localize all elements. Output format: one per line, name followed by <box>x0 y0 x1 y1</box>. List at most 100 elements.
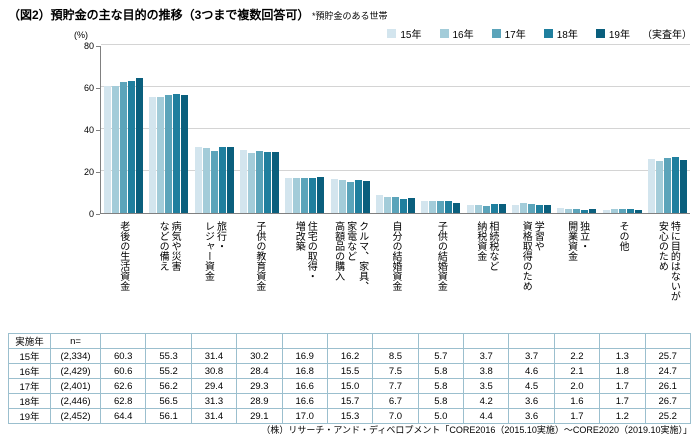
table-header-empty-cell <box>372 333 419 349</box>
legend-item: 19年 <box>595 26 630 41</box>
category-label-text: 住宅の取得・ 増改築 <box>293 221 317 281</box>
table-value-cell: 62.6 <box>99 378 147 394</box>
table-value-cell: 16.8 <box>281 363 328 379</box>
bar-group <box>373 46 418 213</box>
legend-item: 17年 <box>491 26 526 41</box>
table-year-cell: 15年 <box>8 348 51 364</box>
bar-16年 <box>610 209 618 213</box>
table-value-cell: 60.6 <box>99 363 147 379</box>
bar-17年 <box>210 151 218 213</box>
category-label-text: 自分の結婚資金 <box>390 221 402 291</box>
table-value-cell: 55.2 <box>145 363 192 379</box>
table-value-cell: 1.2 <box>599 408 646 424</box>
table-value-cell: 1.7 <box>599 393 646 409</box>
gridline <box>101 170 690 171</box>
category-label-text: 老後の生活資金 <box>117 221 129 291</box>
table-value-cell: 4.2 <box>462 393 510 409</box>
bar-16年 <box>202 148 210 213</box>
source-credit: （株）リサーチ・アンド・ディベロプメント「CORE2016（2015.10実施）… <box>261 425 692 435</box>
bar-15年 <box>466 205 474 213</box>
table-value-cell: 15.7 <box>326 393 374 409</box>
table-value-cell: 31.4 <box>190 348 238 364</box>
y-tick-mark <box>96 88 100 89</box>
legend-year-label: 17年 <box>504 30 526 41</box>
table-year-cell: 19年 <box>8 408 51 424</box>
bar-15年 <box>285 177 293 213</box>
bar-19年 <box>679 160 687 213</box>
bar-19年 <box>498 203 506 213</box>
category-label: 相続税など 納税資金 <box>463 219 508 330</box>
table-value-cell: 31.3 <box>190 393 238 409</box>
bar-17年 <box>301 178 309 213</box>
table-header-empty-cell <box>417 333 465 349</box>
table-value-cell: 2.0 <box>553 378 601 394</box>
category-label-text: 子供の結婚資金 <box>435 221 447 291</box>
bar-19年 <box>408 198 416 213</box>
table-year-cell: 16年 <box>8 363 51 379</box>
y-tick-label: 80 <box>83 41 94 51</box>
bar-18年 <box>581 209 589 213</box>
table-value-cell: 29.3 <box>236 378 283 394</box>
bar-18年 <box>445 200 453 213</box>
bar-15年 <box>602 210 610 213</box>
table-value-cell: 16.9 <box>281 348 328 364</box>
table-value-cell: 15.5 <box>326 363 374 379</box>
table-value-cell: 15.3 <box>326 408 374 424</box>
category-label: 独立・ 開業資金 <box>554 219 599 330</box>
table-value-cell: 16.2 <box>326 348 374 364</box>
table-value-cell: 8.5 <box>372 348 419 364</box>
bar-16年 <box>248 153 256 213</box>
table-value-cell: 7.7 <box>372 378 419 394</box>
table-value-cell: 4.4 <box>462 408 510 424</box>
legend-year-label: 18年 <box>556 30 578 41</box>
table-n-cell: (2,401) <box>50 378 101 394</box>
legend-swatch-icon <box>387 29 397 38</box>
bar-group <box>418 46 463 213</box>
table-value-cell: 16.6 <box>281 393 328 409</box>
bar-group <box>464 46 509 213</box>
bar-15年 <box>421 201 429 213</box>
y-tick-mark <box>96 172 100 173</box>
legend-item: 18年 <box>543 26 578 41</box>
bar-18年 <box>354 180 362 213</box>
table-value-cell: 62.8 <box>99 393 147 409</box>
category-label: 老後の生活資金 <box>100 219 145 330</box>
bar-group <box>101 46 146 213</box>
table-value-cell: 56.1 <box>145 408 192 424</box>
legend-item: 16年 <box>439 26 474 41</box>
category-label: 自分の結婚資金 <box>372 219 417 330</box>
category-label: 病気や災害 などの備え <box>145 219 190 330</box>
bar-16年 <box>338 180 346 213</box>
bar-17年 <box>573 208 581 213</box>
table-value-cell: 56.2 <box>145 378 192 394</box>
table-value-cell: 25.7 <box>644 348 691 364</box>
bar-18年 <box>218 147 226 213</box>
table-value-cell: 24.7 <box>644 363 691 379</box>
bar-19年 <box>226 147 234 213</box>
bar-17年 <box>256 151 264 213</box>
table-value-cell: 60.3 <box>99 348 147 364</box>
bar-18年 <box>264 152 272 213</box>
table-row: 17年 (2,401) 62.6 56.2 29.4 29.3 16.6 15.0 7.7 5.8… <box>8 378 691 394</box>
table-value-cell: 5.0 <box>417 408 465 424</box>
table-row: 19年 (2,452) 64.4 56.1 31.4 29.1 17.0 15.3 7.0 5.0… <box>8 408 691 424</box>
table-header-empty-cell <box>281 333 328 349</box>
table-value-cell: 5.7 <box>417 348 465 364</box>
y-axis-unit-label: (%) <box>74 30 88 40</box>
plot-area <box>100 44 690 214</box>
bar-group <box>146 46 191 213</box>
table-header-empty-cell <box>462 333 510 349</box>
bar-17年 <box>392 196 400 213</box>
table-value-cell: 15.0 <box>326 378 374 394</box>
bar-16年 <box>157 97 165 213</box>
plot-gridlines <box>101 44 690 213</box>
data-table: 実施年 n= 15年 (2,334) 60.3 55.3 31.4 30.2 16.9 16.2 8… <box>8 333 691 424</box>
table-value-cell: 3.6 <box>508 393 555 409</box>
bar-17年 <box>527 203 535 213</box>
table-n-cell: (2,334) <box>50 348 101 364</box>
legend-suffix: （実査年） <box>642 30 692 41</box>
table-value-cell: 28.4 <box>236 363 283 379</box>
table-n-cell: (2,452) <box>50 408 101 424</box>
table-value-cell: 7.5 <box>372 363 419 379</box>
